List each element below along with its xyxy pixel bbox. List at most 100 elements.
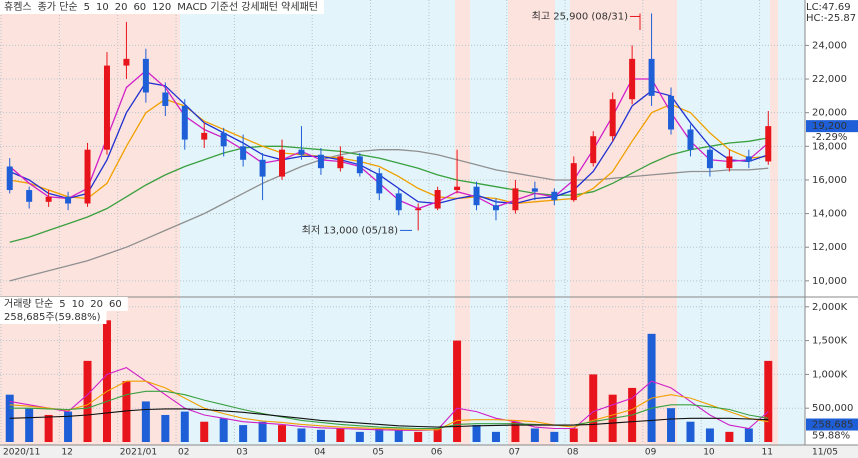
- volume-bar: [744, 428, 753, 442]
- volume-bar: [433, 428, 442, 442]
- candle-body: [629, 58, 636, 100]
- volume-bar: [161, 414, 170, 442]
- volume-bar: [453, 340, 462, 442]
- y-tick-label: 10,000: [812, 276, 847, 287]
- x-tick-label: 06: [431, 448, 443, 458]
- legend-entry: 10: [96, 2, 109, 13]
- volume-bar: [25, 408, 34, 442]
- volume-bar: [44, 414, 53, 442]
- moving-average-line: [9, 81, 769, 205]
- y-tick-label: 1,500K: [812, 336, 848, 347]
- last-price: 19,200: [812, 121, 847, 132]
- candle-body: [84, 149, 91, 204]
- legend-label: 종가 단순: [38, 1, 78, 13]
- band-background: [0, 0, 805, 445]
- volume-bar: [472, 425, 481, 442]
- candle-body: [162, 92, 169, 106]
- moving-average-line: [9, 69, 769, 210]
- candle-body: [376, 173, 383, 194]
- volume-bar: [705, 428, 714, 442]
- legend-entry: 5: [59, 299, 65, 310]
- annotation: 최고 25,900 (08/31): [532, 10, 628, 22]
- volume-bar: [569, 428, 578, 442]
- last-price-box: [806, 120, 858, 133]
- last-change: -2.29%: [812, 132, 847, 143]
- last-volume-box: [806, 418, 858, 431]
- y-tick-label: 22,000: [812, 74, 847, 85]
- moving-average-line: [9, 149, 769, 282]
- candle-body: [668, 95, 675, 130]
- volume-subtitle: 258,685주(59.88%): [4, 312, 101, 323]
- candle-body: [726, 156, 733, 169]
- legend-entry: 20: [115, 2, 128, 13]
- volume-bar: [239, 425, 248, 442]
- volume-bar: [278, 425, 287, 442]
- volume-bar: [589, 374, 598, 442]
- indicator-label: MACD 기준선 강세패턴 약세패턴: [177, 1, 318, 13]
- legend-label: 거래량 단순: [4, 298, 53, 310]
- y-tick-label: 24,000: [812, 40, 847, 51]
- y-tick-label: 2,000K: [812, 302, 848, 313]
- legend-bg: [0, 310, 107, 324]
- x-tick-label: 04: [314, 448, 326, 458]
- volume-bar: [764, 360, 773, 442]
- volume-bar: [530, 428, 539, 442]
- volume-bar: [200, 421, 209, 442]
- volume-bar: [297, 428, 306, 442]
- candle-body: [65, 196, 72, 204]
- candle-body: [45, 196, 52, 202]
- candle-body: [648, 58, 655, 96]
- x-tick-label: 02: [178, 448, 189, 458]
- candle-body: [415, 208, 422, 211]
- volume-bar: [725, 431, 734, 442]
- candle-body: [103, 65, 110, 150]
- volume-bar: [258, 421, 267, 442]
- volume-bar: [122, 381, 131, 442]
- legend-entry: 120: [152, 2, 171, 13]
- x-tick-label: 2020/11: [3, 448, 40, 458]
- volume-bar: [219, 418, 228, 442]
- candle-body: [356, 156, 363, 174]
- x-axis-area: [0, 445, 858, 458]
- candle-body: [609, 99, 616, 137]
- candle-body: [590, 136, 597, 164]
- candle-body: [551, 191, 558, 201]
- legend-bg: [0, 0, 324, 14]
- y-tick-label: 20,000: [812, 108, 847, 119]
- x-tick-label: 12: [61, 448, 72, 458]
- candle-body: [298, 149, 305, 155]
- moving-average-line: [9, 137, 769, 243]
- volume-average-line: [9, 366, 769, 432]
- volume-bar: [355, 431, 364, 442]
- volume-bar: [414, 431, 423, 442]
- y-tick-label: 500,000: [812, 403, 853, 414]
- candle-body: [687, 129, 694, 150]
- volume-bar: [180, 411, 189, 442]
- volume-bar: [64, 411, 73, 442]
- lc-label: LC:47.69: [806, 2, 851, 13]
- candle-body: [454, 186, 461, 191]
- candle-body: [473, 186, 480, 206]
- x-end-label: 11/05: [812, 448, 838, 458]
- candle-body: [259, 159, 266, 177]
- candle-body: [6, 166, 13, 191]
- y-tick-label: 1,000K: [812, 369, 848, 380]
- volume-bar: [316, 429, 325, 442]
- y-tick-label: 18,000: [812, 141, 847, 152]
- candle-body: [337, 156, 344, 169]
- legend-entry: 60: [109, 299, 122, 310]
- volume-average-line: [9, 380, 769, 431]
- volume-bar: [686, 421, 695, 442]
- last-volume: 258,685: [812, 420, 853, 431]
- candle-body: [745, 156, 752, 162]
- volume-bar: [83, 360, 92, 442]
- x-tick-label: 03: [236, 448, 247, 458]
- volume-bar: [375, 428, 384, 442]
- x-tick-label: 07: [509, 448, 520, 458]
- candle-body: [26, 190, 33, 202]
- legend-entry: 60: [133, 2, 146, 13]
- volume-bar: [647, 333, 656, 442]
- candle-body: [512, 188, 519, 211]
- volume-bar: [141, 401, 150, 442]
